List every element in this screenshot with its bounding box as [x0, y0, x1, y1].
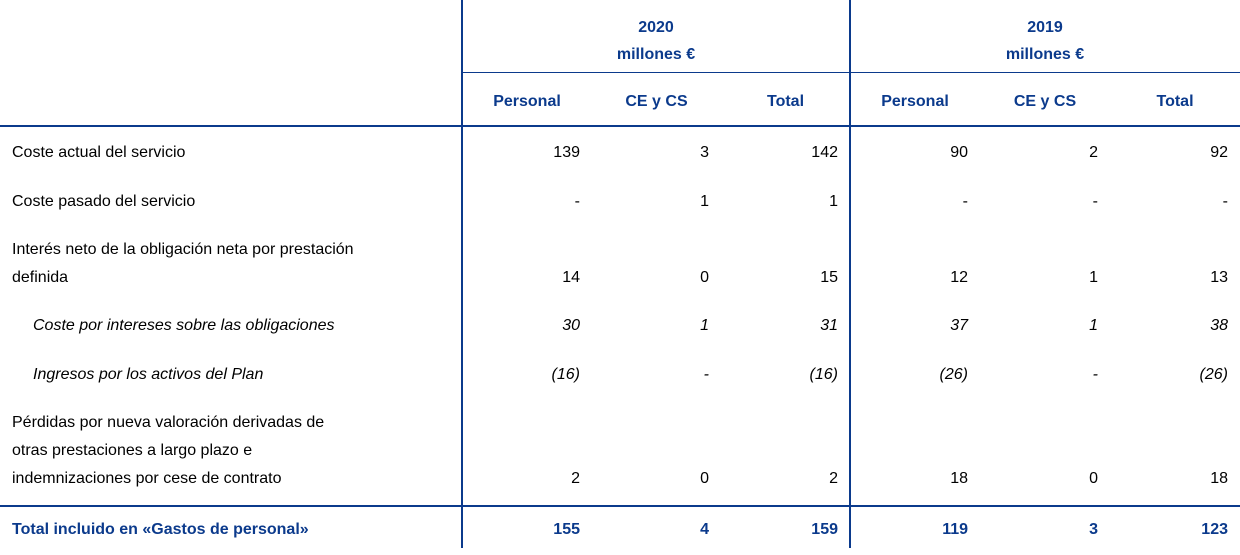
column-header: CE y CS	[625, 93, 688, 110]
cell: 2	[829, 470, 838, 487]
cell: (26)	[1199, 366, 1228, 383]
cell: 14	[562, 269, 580, 286]
cell: 2	[571, 470, 580, 487]
cell: 13	[1210, 269, 1228, 286]
row-label: Coste por intereses sobre las obligacion…	[33, 317, 335, 334]
group-unit: millones €	[616, 46, 696, 63]
cell: 139	[553, 144, 580, 161]
h-rule	[0, 505, 1240, 507]
row-label: Coste actual del servicio	[12, 144, 186, 161]
group-year: 2019	[1027, 19, 1063, 36]
cell: -	[574, 193, 580, 210]
cell: 1	[829, 193, 838, 210]
column-header: Total	[1156, 93, 1194, 110]
v-rule	[461, 0, 463, 548]
column-header: Personal	[881, 93, 949, 110]
cell: 0	[700, 470, 709, 487]
cell: 12	[950, 269, 968, 286]
cell: 90	[950, 144, 968, 161]
cell: -	[1222, 193, 1228, 210]
cell: 15	[820, 269, 838, 286]
row-label: Interés neto de la obligación neta por p…	[12, 241, 354, 258]
cell: (16)	[809, 366, 838, 383]
total-cell: 159	[811, 521, 838, 538]
total-cell: 123	[1201, 521, 1228, 538]
h-rule	[0, 125, 1240, 127]
cell: (26)	[939, 366, 968, 383]
cell: 18	[1210, 470, 1228, 487]
cell: (16)	[551, 366, 580, 383]
row-label: definida	[12, 269, 69, 286]
cell: 0	[1089, 470, 1098, 487]
row-label: indemnizaciones por cese de contrato	[12, 470, 282, 487]
row-label: Pérdidas por nueva valoración derivadas …	[12, 414, 325, 431]
cell: 30	[562, 317, 580, 334]
cell: -	[1092, 193, 1098, 210]
row-label: Ingresos por los activos del Plan	[33, 366, 264, 383]
cell: 37	[950, 317, 968, 334]
cell: 92	[1210, 144, 1228, 161]
column-header: Personal	[493, 93, 561, 110]
cell: 0	[700, 269, 709, 286]
group-year: 2020	[638, 19, 674, 36]
total-cell: 3	[1089, 521, 1098, 538]
cell: 2	[1089, 144, 1098, 161]
total-cell: 155	[553, 521, 580, 538]
cell: 38	[1210, 317, 1228, 334]
row-label: Coste pasado del servicio	[12, 193, 196, 210]
cell: 1	[700, 317, 709, 334]
h-rule	[462, 72, 1240, 73]
column-header: Total	[766, 93, 805, 110]
cell: 31	[820, 317, 838, 334]
cell: 1	[700, 193, 709, 210]
column-header: CE y CS	[1013, 93, 1077, 110]
cell: 18	[950, 470, 968, 487]
total-label: Total incluido en «Gastos de personal»	[12, 521, 309, 538]
cell: 142	[811, 144, 838, 161]
total-cell: 4	[700, 521, 709, 538]
group-unit: millones €	[1005, 46, 1085, 63]
row-label: otras prestaciones a largo plazo e	[12, 442, 253, 459]
cell: 1	[1089, 317, 1098, 334]
cell: -	[962, 193, 968, 210]
total-cell: 119	[942, 521, 968, 538]
cell: -	[1092, 366, 1098, 383]
cell: -	[703, 366, 709, 383]
v-rule	[849, 0, 851, 548]
cell: 3	[700, 144, 709, 161]
cell: 1	[1089, 269, 1098, 286]
